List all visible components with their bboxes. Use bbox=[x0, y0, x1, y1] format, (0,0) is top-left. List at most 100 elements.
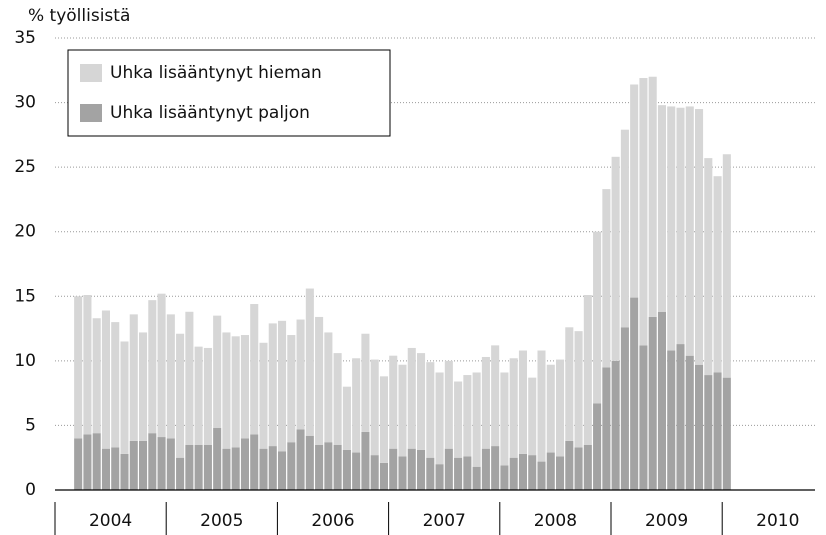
bar-segment bbox=[83, 434, 92, 490]
bar-segment bbox=[426, 457, 435, 490]
bar-segment bbox=[426, 362, 435, 458]
bar-segment bbox=[203, 347, 212, 445]
bar-segment bbox=[556, 456, 565, 490]
bar-segment bbox=[620, 129, 629, 328]
y-tick-label: 25 bbox=[14, 157, 36, 177]
bar-segment bbox=[157, 293, 166, 438]
bar-segment bbox=[324, 332, 333, 443]
y-tick-label: 30 bbox=[14, 93, 36, 113]
bar-segment bbox=[129, 440, 138, 490]
bar-segment bbox=[278, 320, 287, 452]
bar-segment bbox=[222, 332, 231, 449]
bar-segment bbox=[481, 356, 490, 449]
x-group-label: 2009 bbox=[645, 511, 688, 531]
legend-swatch bbox=[80, 104, 102, 122]
bar-segment bbox=[435, 464, 444, 490]
y-tick-label: 5 bbox=[25, 415, 36, 435]
bar-segment bbox=[222, 448, 231, 490]
bar-segment bbox=[463, 456, 472, 490]
bar-segment bbox=[639, 78, 648, 346]
bar-segment bbox=[417, 353, 426, 450]
bar-segment bbox=[528, 455, 537, 490]
bar-segment bbox=[602, 367, 611, 490]
bar-segment bbox=[185, 311, 194, 445]
bar-segment bbox=[166, 438, 175, 490]
bar-segment bbox=[685, 106, 694, 356]
bar-segment bbox=[481, 448, 490, 490]
bar-segment bbox=[500, 465, 509, 490]
bar-segment bbox=[278, 451, 287, 490]
bar-segment bbox=[704, 158, 713, 376]
bar-segment bbox=[537, 461, 546, 490]
bar-segment bbox=[139, 440, 148, 490]
bar-segment bbox=[379, 376, 388, 463]
bar-segment bbox=[148, 433, 157, 490]
bar-segment bbox=[630, 84, 639, 298]
bar-segment bbox=[185, 444, 194, 490]
bar-segment bbox=[657, 311, 666, 490]
bar-segment bbox=[407, 347, 416, 449]
y-tick-label: 10 bbox=[14, 351, 36, 371]
bar-segment bbox=[259, 448, 268, 490]
bar-segment bbox=[463, 375, 472, 457]
bar-segment bbox=[509, 358, 518, 458]
bar-segment bbox=[296, 319, 305, 430]
bar-segment bbox=[74, 438, 83, 490]
bar-segment bbox=[648, 76, 657, 317]
bar-segment bbox=[101, 310, 110, 449]
bar-segment bbox=[611, 360, 620, 490]
bar-segment bbox=[722, 377, 731, 490]
bar-segment bbox=[315, 316, 324, 445]
bar-segment bbox=[250, 434, 259, 490]
bar-segment bbox=[546, 452, 555, 490]
bar-segment bbox=[695, 109, 704, 365]
bar-segment bbox=[398, 364, 407, 457]
bar-segment bbox=[101, 448, 110, 490]
bar-segment bbox=[129, 314, 138, 441]
bar-segment bbox=[454, 457, 463, 490]
bar-segment bbox=[333, 444, 342, 490]
bar-segment bbox=[370, 359, 379, 456]
bar-segment bbox=[704, 375, 713, 490]
bar-segment bbox=[500, 372, 509, 466]
bar-segment bbox=[287, 335, 296, 443]
bar-segment bbox=[472, 372, 481, 467]
bar-segment bbox=[676, 344, 685, 490]
bar-segment bbox=[574, 447, 583, 490]
bar-segment bbox=[74, 296, 83, 439]
bar-segment bbox=[611, 156, 620, 361]
x-group-label: 2005 bbox=[200, 511, 243, 531]
bar-segment bbox=[259, 342, 268, 449]
bar-segment bbox=[166, 314, 175, 439]
bar-segment bbox=[194, 346, 203, 445]
bar-segment bbox=[176, 333, 185, 458]
bar-segment bbox=[213, 315, 222, 429]
x-group-label: 2008 bbox=[534, 511, 577, 531]
bar-segment bbox=[491, 446, 500, 490]
bar-segment bbox=[639, 345, 648, 490]
bar-segment bbox=[648, 316, 657, 490]
x-group-label: 2006 bbox=[311, 511, 354, 531]
bar-segment bbox=[324, 442, 333, 490]
bar-segment bbox=[695, 364, 704, 490]
bar-segment bbox=[472, 466, 481, 490]
bar-segment bbox=[111, 447, 120, 490]
bar-segment bbox=[435, 372, 444, 465]
legend-swatch bbox=[80, 64, 102, 82]
bar-segment bbox=[148, 300, 157, 434]
bar-segment bbox=[120, 341, 129, 454]
bar-segment bbox=[565, 440, 574, 490]
y-axis-label: % työllisistä bbox=[28, 6, 130, 26]
bar-segment bbox=[667, 106, 676, 351]
bar-segment bbox=[565, 327, 574, 441]
x-group-label: 2007 bbox=[423, 511, 466, 531]
bar-segment bbox=[685, 355, 694, 490]
bar-segment bbox=[83, 294, 92, 435]
bar-segment bbox=[361, 431, 370, 490]
bar-segment bbox=[240, 335, 249, 439]
y-tick-label: 15 bbox=[14, 286, 36, 306]
bar-segment bbox=[213, 428, 222, 490]
bar-segment bbox=[176, 457, 185, 490]
bar-segment bbox=[491, 345, 500, 447]
